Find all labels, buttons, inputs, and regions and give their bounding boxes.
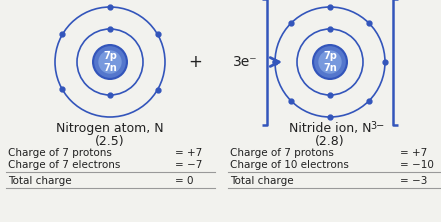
- Text: Nitrogen atom, N: Nitrogen atom, N: [56, 122, 164, 135]
- Text: = +7: = +7: [175, 148, 202, 158]
- Text: = −10: = −10: [400, 160, 434, 170]
- Text: = +7: = +7: [400, 148, 427, 158]
- Circle shape: [318, 50, 342, 74]
- Text: Charge of 7 protons: Charge of 7 protons: [8, 148, 112, 158]
- Text: (2.8): (2.8): [315, 135, 345, 148]
- Text: = 0: = 0: [175, 176, 194, 186]
- Text: Charge of 7 protons: Charge of 7 protons: [230, 148, 334, 158]
- Text: Total charge: Total charge: [8, 176, 71, 186]
- Text: (2.5): (2.5): [95, 135, 125, 148]
- Text: Nitride ion, N: Nitride ion, N: [289, 122, 371, 135]
- Text: 3e⁻: 3e⁻: [233, 55, 257, 69]
- Text: 7p
7n: 7p 7n: [103, 51, 117, 73]
- Text: Charge of 7 electrons: Charge of 7 electrons: [8, 160, 120, 170]
- Text: = −7: = −7: [175, 160, 202, 170]
- Circle shape: [312, 44, 348, 80]
- Text: 7p
7n: 7p 7n: [323, 51, 337, 73]
- Circle shape: [94, 46, 126, 78]
- Text: +: +: [188, 53, 202, 71]
- Text: 3−: 3−: [370, 121, 384, 131]
- Circle shape: [92, 44, 128, 80]
- Text: Total charge: Total charge: [230, 176, 294, 186]
- Circle shape: [98, 50, 122, 74]
- Text: Charge of 10 electrons: Charge of 10 electrons: [230, 160, 349, 170]
- Text: = −3: = −3: [400, 176, 427, 186]
- Circle shape: [314, 46, 346, 78]
